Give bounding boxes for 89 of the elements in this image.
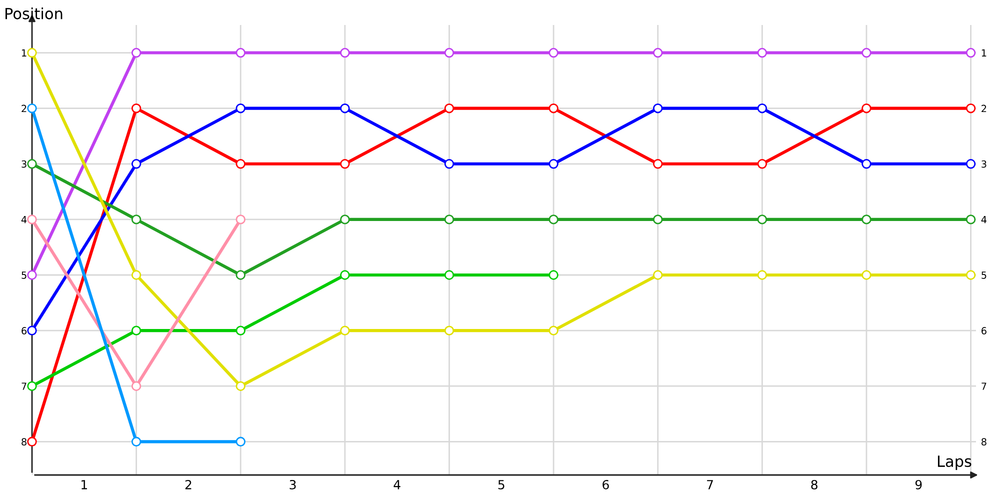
y2-tick-label: 2 [982, 104, 986, 112]
point [340, 159, 350, 169]
point [131, 214, 142, 224]
point [862, 214, 872, 224]
point [444, 326, 454, 336]
x-tick-label: 7 [707, 480, 713, 490]
point [548, 159, 558, 169]
point [444, 159, 454, 169]
point [236, 159, 246, 169]
point [27, 103, 37, 114]
y-tick-label: 2 [22, 104, 26, 112]
point [236, 103, 246, 114]
y-axis-title: Position [6, 8, 62, 20]
point [131, 436, 142, 447]
point [340, 214, 350, 224]
point [236, 48, 246, 58]
point [236, 214, 246, 224]
point [131, 326, 142, 336]
point [27, 381, 37, 391]
x-tick-label: 1 [82, 480, 87, 490]
y-tick-label: 3 [22, 160, 26, 168]
point [27, 214, 37, 224]
point [862, 48, 872, 58]
point [236, 270, 246, 280]
point [444, 103, 454, 114]
point [27, 326, 37, 336]
y2-tick-label: 3 [982, 160, 986, 168]
x-tick-label: 4 [394, 480, 400, 490]
point [966, 103, 976, 114]
y2-tick-label: 6 [982, 327, 986, 334]
point [862, 159, 872, 169]
point [757, 270, 768, 280]
point [966, 48, 976, 58]
point [652, 48, 663, 58]
point [131, 159, 142, 169]
y-tick-label: 6 [22, 327, 27, 334]
point [757, 159, 768, 169]
point [548, 214, 558, 224]
y2-tick-label: 8 [982, 438, 986, 446]
y2-tick-label: 4 [981, 216, 986, 224]
y-tick-label: 5 [22, 272, 26, 279]
point [444, 214, 454, 224]
point [340, 103, 350, 114]
x-axis-title: Laps [938, 456, 972, 470]
x-tick-label: 6 [602, 480, 609, 490]
point [27, 270, 37, 280]
x-tick-label: 5 [498, 480, 504, 490]
point [236, 326, 246, 336]
point [757, 48, 768, 58]
x-tick-label: 9 [915, 480, 922, 490]
point [652, 103, 663, 114]
x-tick-label: 8 [811, 480, 818, 490]
point [27, 436, 37, 447]
x-tick-label: 3 [290, 480, 296, 490]
point [548, 48, 558, 58]
y-tick-label: 8 [22, 438, 26, 446]
point [236, 436, 246, 447]
point [131, 381, 142, 391]
point [652, 214, 663, 224]
point [966, 214, 976, 224]
point [340, 270, 350, 280]
point [131, 270, 142, 280]
point [652, 270, 663, 280]
point [862, 103, 872, 114]
point [340, 326, 350, 336]
point [340, 48, 350, 58]
point [757, 214, 768, 224]
point [548, 326, 558, 336]
y-tick-label: 1 [22, 49, 26, 56]
point [444, 270, 454, 280]
point [548, 270, 558, 280]
point [27, 159, 37, 169]
point [548, 103, 558, 114]
y2-tick-label: 5 [982, 272, 986, 279]
point [131, 103, 142, 114]
point [862, 270, 872, 280]
y2-tick-label: 1 [982, 49, 986, 56]
point [27, 48, 37, 58]
point [757, 103, 768, 114]
x-tick-label: 2 [185, 480, 192, 490]
point [131, 48, 142, 58]
point [444, 48, 454, 58]
point [966, 270, 976, 280]
y-tick-label: 7 [22, 382, 26, 390]
y-tick-label: 4 [21, 216, 27, 224]
point [966, 159, 976, 169]
point [652, 159, 663, 169]
y2-tick-label: 7 [982, 382, 986, 390]
point [236, 381, 246, 391]
